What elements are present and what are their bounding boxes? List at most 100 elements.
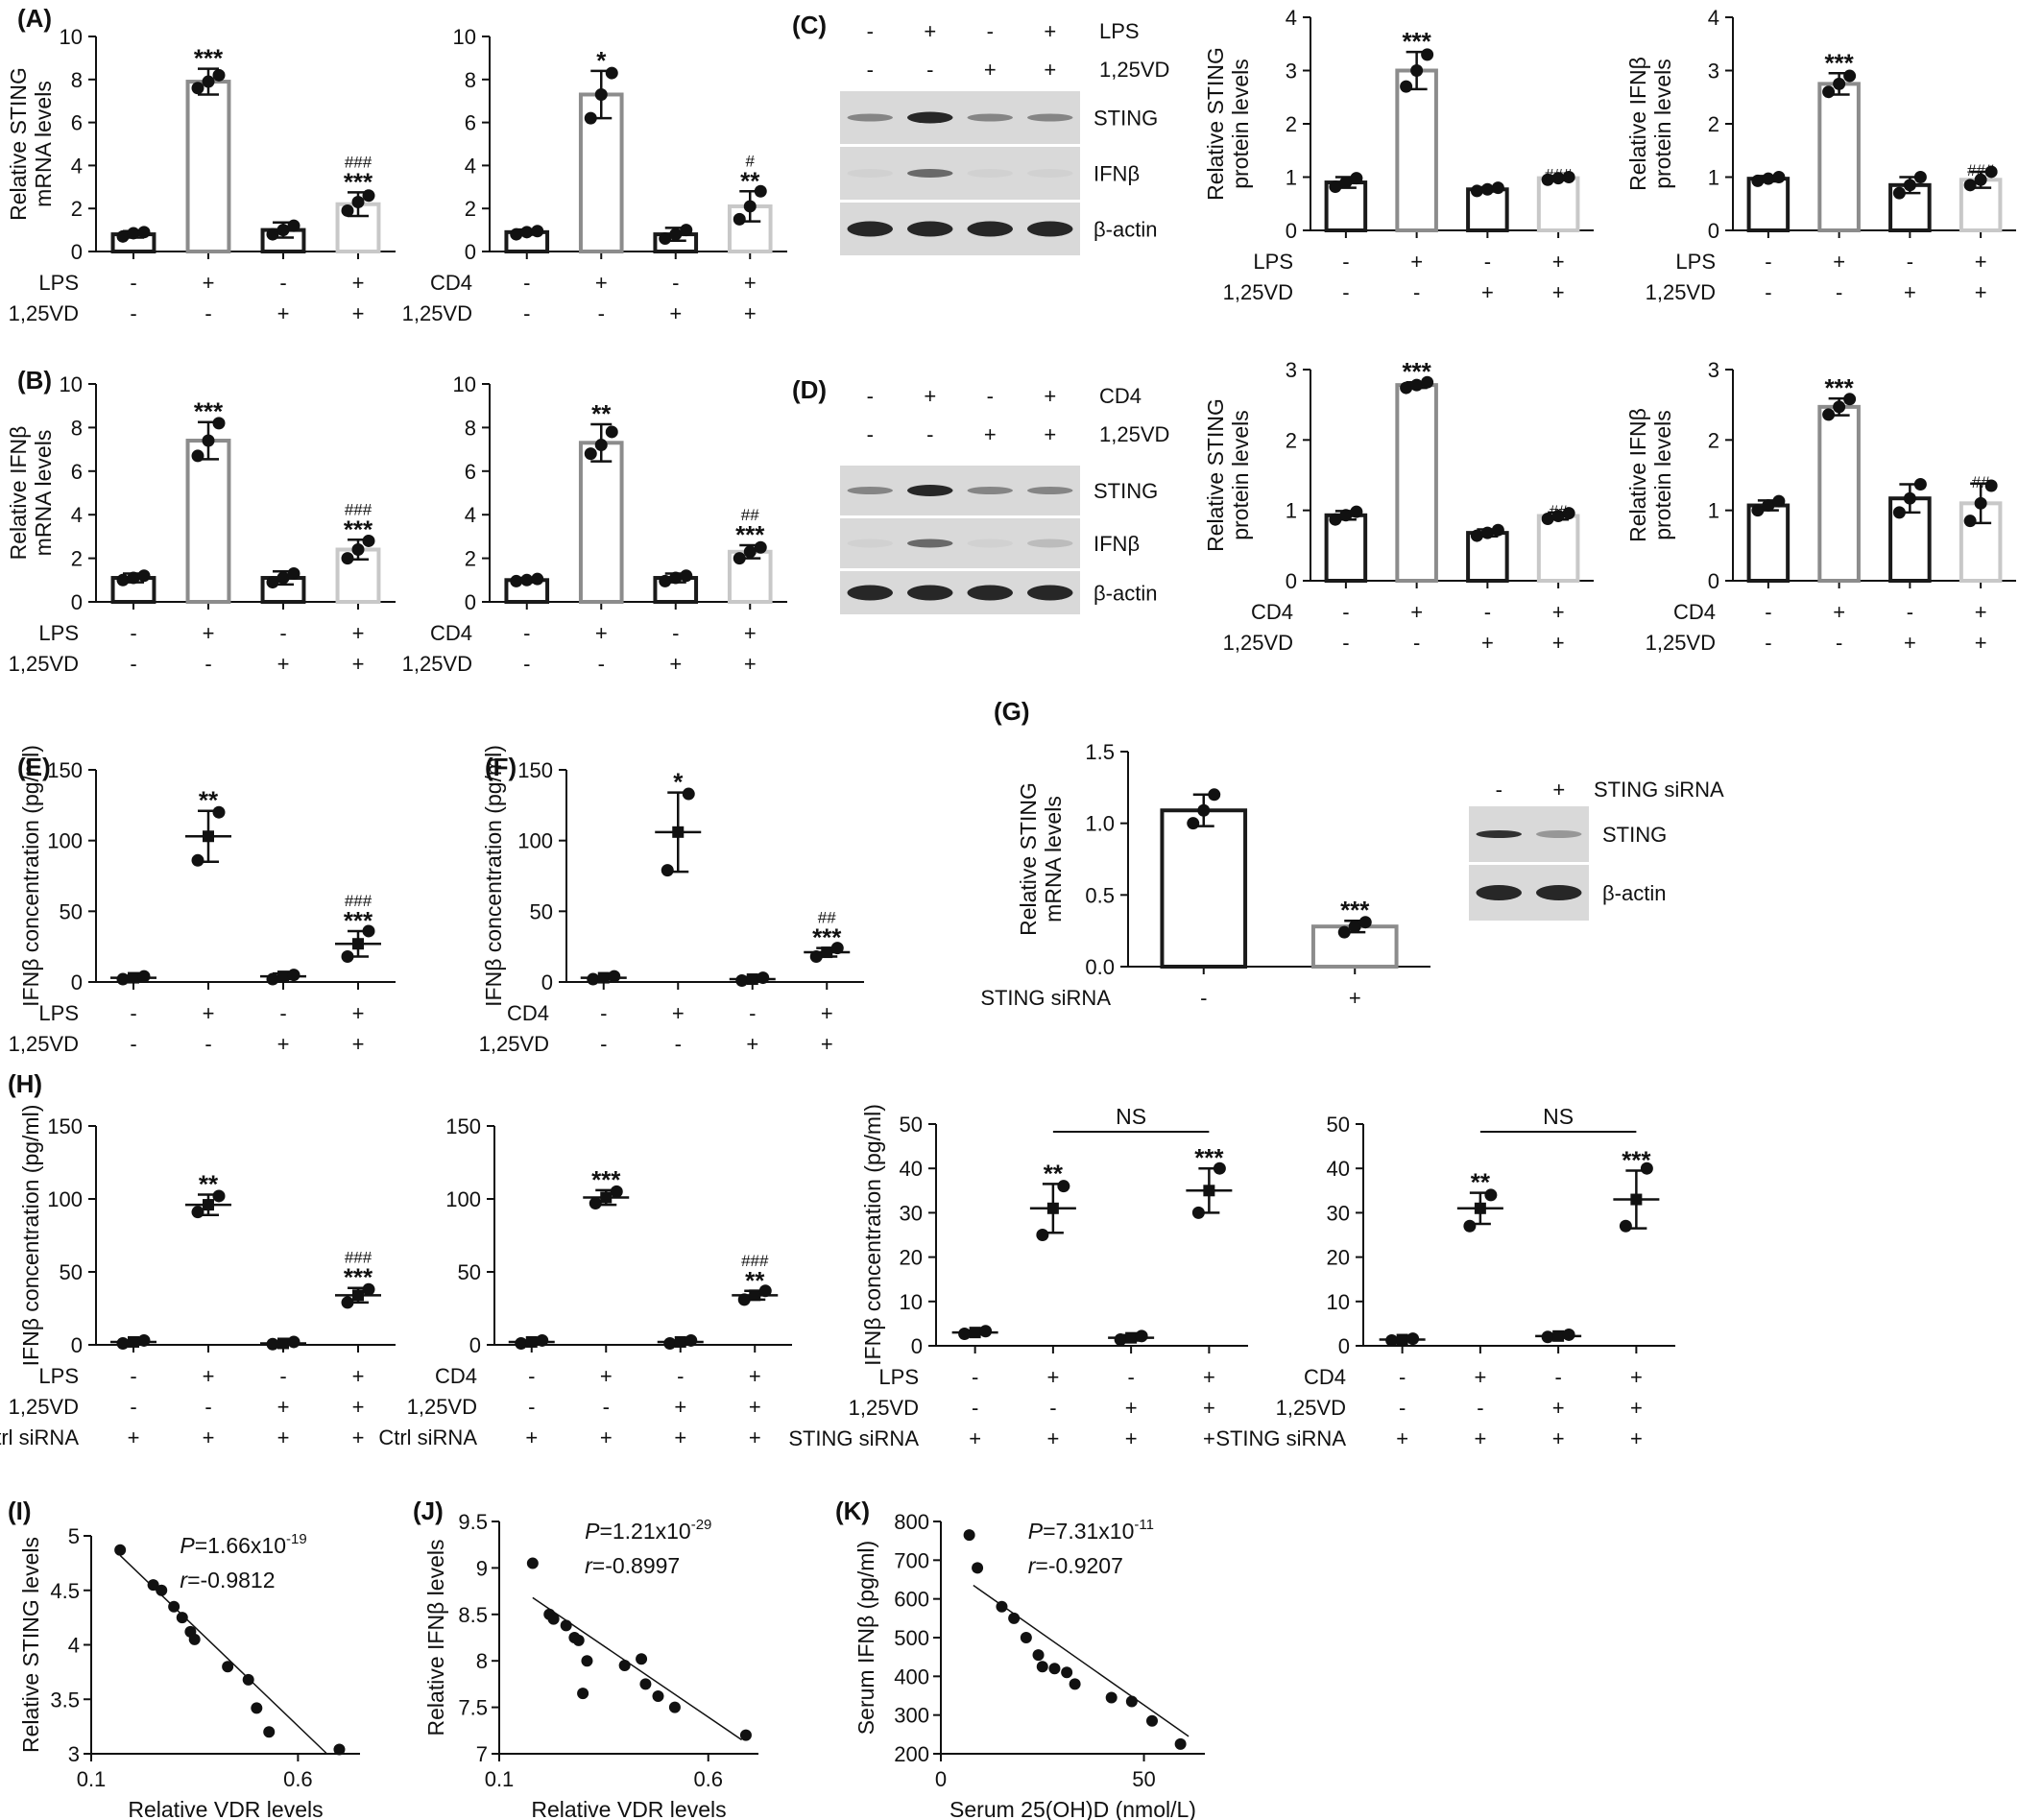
B1-data-point bbox=[138, 569, 151, 582]
blot-C-sign: - bbox=[926, 58, 933, 82]
C1-data-point bbox=[1481, 183, 1494, 196]
A1-y-tick-label: 8 bbox=[71, 68, 83, 92]
H4-data-point bbox=[1563, 1329, 1575, 1341]
I-data-point bbox=[168, 1601, 180, 1613]
B1-condition-sign: - bbox=[279, 621, 286, 645]
H4-significance-label: ** bbox=[1471, 1168, 1491, 1197]
H4-y-tick-label: 40 bbox=[1327, 1157, 1350, 1181]
blot-D-band bbox=[968, 586, 1014, 601]
K-data-point bbox=[1146, 1715, 1158, 1727]
H2-data-point bbox=[685, 1334, 697, 1347]
C1-condition-sign: - bbox=[1342, 250, 1349, 274]
C1-condition-sign: + bbox=[1410, 250, 1423, 274]
B2-data-point bbox=[733, 552, 746, 564]
H3-condition-label: STING siRNA bbox=[788, 1426, 919, 1450]
E-condition-sign: - bbox=[279, 1001, 286, 1025]
F-y-tick-label: 0 bbox=[541, 970, 553, 994]
F-data-point bbox=[683, 788, 695, 801]
D2-y-axis-label: Relative IFNβ bbox=[1625, 408, 1650, 542]
B2-condition-sign: + bbox=[744, 652, 757, 676]
B1-condition-label: 1,25VD bbox=[9, 652, 79, 676]
E-data-point bbox=[352, 938, 364, 949]
blot-C-band bbox=[968, 169, 1014, 178]
H2-condition-sign: + bbox=[674, 1425, 686, 1449]
C2-y-tick-label: 0 bbox=[1708, 219, 1719, 243]
H3-data-point bbox=[1115, 1333, 1127, 1346]
E-y-tick-label: 0 bbox=[71, 970, 83, 994]
H3-y-tick-label: 50 bbox=[900, 1113, 923, 1137]
G-condition-sign: - bbox=[1200, 986, 1207, 1010]
D2-condition-sign: - bbox=[1765, 600, 1771, 624]
B2-data-point bbox=[510, 575, 522, 587]
D1-condition-label: CD4 bbox=[1251, 600, 1293, 624]
J-data-point bbox=[527, 1558, 539, 1569]
panel-F: 050100150 ****##CD4- + - +1,25VD - - + +IFNβ con… bbox=[479, 745, 864, 1056]
E-condition-sign: - bbox=[130, 1001, 136, 1025]
panel-E: 050100150*****###LPS - + - +1,25VD - - + +IFNβ c… bbox=[9, 745, 396, 1056]
H3-condition-sign: - bbox=[972, 1396, 978, 1420]
D1-data-point bbox=[1481, 527, 1494, 539]
A2-data-point bbox=[510, 228, 522, 241]
panel-D1: 0123 ***##CD4- + - +1,25VD - - + +Relative STING… bbox=[1203, 357, 1594, 655]
A2-data-point bbox=[520, 226, 533, 238]
F-condition-label: CD4 bbox=[507, 1001, 549, 1025]
H4-y-tick-label: 20 bbox=[1327, 1246, 1350, 1270]
blot-C-band bbox=[968, 114, 1014, 122]
A1-condition-sign: + bbox=[352, 301, 365, 325]
C2-data-point bbox=[1893, 187, 1906, 200]
H2-condition-sign: + bbox=[600, 1425, 613, 1449]
F-condition-sign: - bbox=[600, 1001, 607, 1025]
K-y-tick-label: 200 bbox=[894, 1742, 929, 1766]
H1-condition-label: LPS bbox=[38, 1364, 79, 1388]
I-data-point bbox=[222, 1661, 233, 1672]
B1-condition-sign: + bbox=[352, 652, 365, 676]
H2-condition-sign: + bbox=[525, 1425, 538, 1449]
B1-condition-sign: + bbox=[277, 652, 290, 676]
G-bar bbox=[1162, 810, 1245, 967]
blot-C-band-label: STING bbox=[1094, 107, 1158, 131]
E-condition-sign: - bbox=[204, 1032, 211, 1056]
H4-condition-sign: + bbox=[1630, 1396, 1643, 1420]
C2-condition-sign: - bbox=[1836, 280, 1842, 304]
A1-data-point bbox=[192, 82, 204, 94]
blot-G-band-label: β-actin bbox=[1602, 881, 1666, 905]
H3-condition-sign: + bbox=[1125, 1396, 1138, 1420]
A1-condition-label: 1,25VD bbox=[9, 301, 79, 325]
H2-y-tick-label: 150 bbox=[445, 1114, 481, 1138]
J-data-point bbox=[652, 1690, 663, 1702]
B1-data-point bbox=[203, 435, 215, 447]
E-condition-sign: + bbox=[277, 1032, 290, 1056]
panel-J: 7 7.5 8 8.5 9 9.5 0.1 0.6 Relative VDR levels Rel… bbox=[413, 1497, 758, 1820]
A1-condition-sign: - bbox=[204, 301, 211, 325]
J-data-point bbox=[581, 1655, 592, 1666]
H1-significance-label: ** bbox=[199, 1169, 219, 1198]
H1-condition-sign: - bbox=[279, 1364, 286, 1388]
H3-condition-label: LPS bbox=[878, 1365, 919, 1389]
blot-G-band-label: STING bbox=[1602, 823, 1667, 847]
G-y-axis-label: Relative STING bbox=[1016, 782, 1041, 936]
A1-data-point bbox=[288, 220, 300, 232]
B1-y-tick-label: 6 bbox=[71, 460, 83, 484]
C1-data-point bbox=[1492, 181, 1504, 194]
panel-label-I: (I) bbox=[8, 1497, 32, 1525]
K-y-tick-label: 800 bbox=[894, 1510, 929, 1534]
C1-bar bbox=[1397, 71, 1436, 231]
J-data-point bbox=[639, 1678, 651, 1689]
H2-condition-label: Ctrl siRNA bbox=[378, 1425, 477, 1449]
A1-y-axis-label: Relative STING bbox=[6, 67, 31, 221]
I-y-tick-label: 4.5 bbox=[50, 1579, 80, 1603]
C1-y-tick-label: 2 bbox=[1286, 112, 1297, 136]
F-hash-label: ## bbox=[818, 909, 836, 927]
panel-H3: 01020304050*****NSLPS - + - +1,25VD - - + +STING… bbox=[788, 1104, 1248, 1450]
C1-data-point bbox=[1410, 64, 1423, 77]
F-condition-sign: + bbox=[821, 1032, 833, 1056]
F-condition-sign: + bbox=[672, 1001, 685, 1025]
blot-G-band bbox=[1477, 885, 1523, 900]
J-y-axis-label: Relative IFNβ levels bbox=[423, 1540, 448, 1736]
D2-y-tick-label: 0 bbox=[1708, 569, 1719, 593]
H1-data-point bbox=[138, 1334, 151, 1347]
C1-condition-sign: - bbox=[1484, 250, 1491, 274]
H3-condition-sign: + bbox=[1203, 1396, 1215, 1420]
H4-condition-sign: + bbox=[1474, 1426, 1486, 1450]
F-data-point bbox=[810, 950, 823, 963]
